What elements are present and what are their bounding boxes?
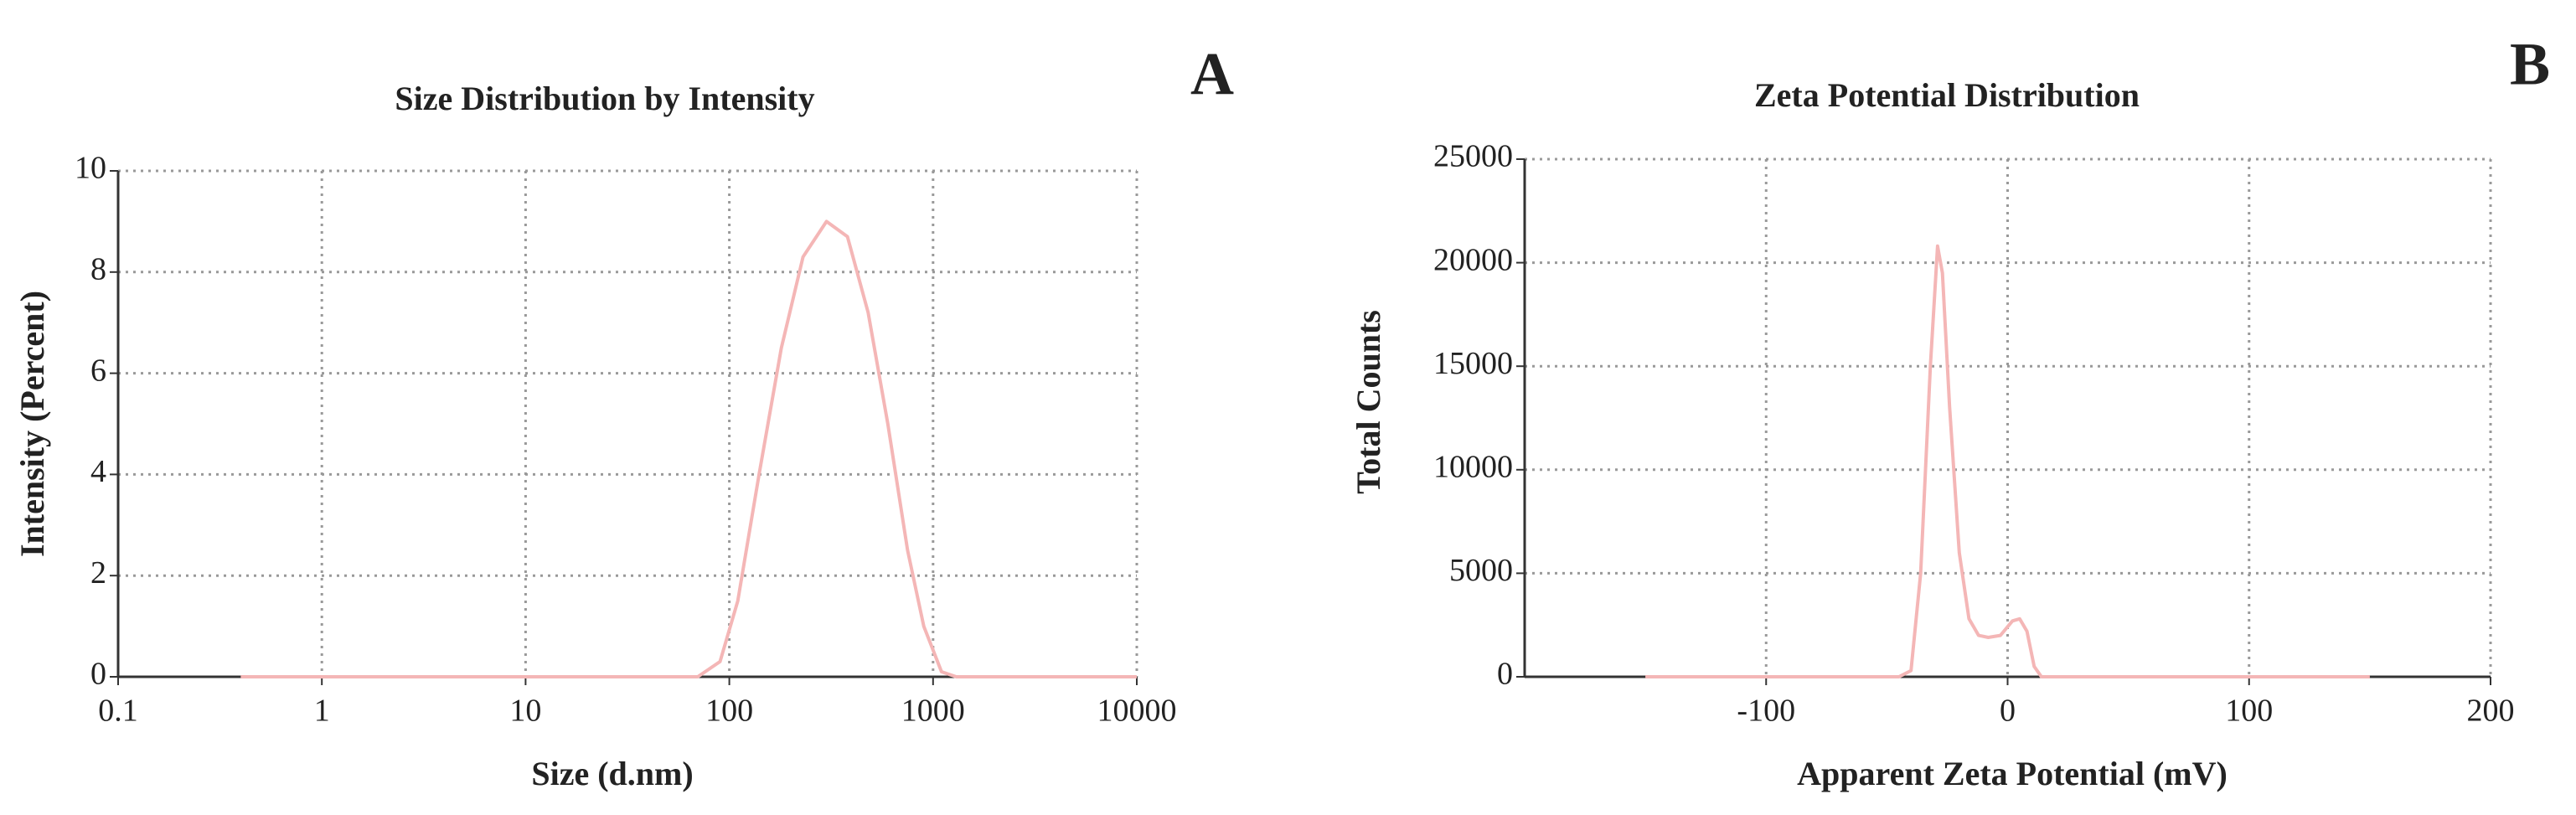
x-tick-label: 1 [314, 694, 330, 729]
y-tick-label: 10 [75, 151, 106, 186]
y-tick-label: 2 [90, 555, 106, 591]
y-tick-label: 6 [90, 353, 106, 388]
y-axis-label: Intensity (Percent) [13, 291, 51, 557]
y-tick-label: 20000 [1433, 242, 1513, 277]
chart-title: Size Distribution by Intensity [395, 80, 814, 117]
x-tick-label: 0 [2000, 694, 2016, 729]
y-tick-label: 0 [90, 657, 106, 692]
x-axis-label: Size (d.nm) [531, 755, 693, 792]
y-tick-label: 4 [90, 454, 106, 489]
x-axis-label: Apparent Zeta Potential (mV) [1797, 755, 2228, 792]
data-line [1645, 244, 2370, 678]
x-tick-label: 10000 [1097, 694, 1177, 729]
x-tick-label: 1000 [901, 694, 965, 729]
x-tick-label: -100 [1737, 694, 1795, 729]
y-tick-label: 25000 [1433, 139, 1513, 174]
y-tick-label: 5000 [1449, 553, 1513, 588]
panel-label: B [2510, 31, 2550, 98]
x-tick-label: 200 [2467, 694, 2515, 729]
panel-label: A [1190, 41, 1234, 108]
y-tick-label: 10000 [1433, 450, 1513, 485]
y-tick-label: 8 [90, 252, 106, 287]
y-tick-label: 15000 [1433, 346, 1513, 381]
x-tick-label: 0.1 [98, 694, 138, 729]
x-tick-label: 10 [509, 694, 541, 729]
x-tick-label: 100 [2225, 694, 2273, 729]
y-axis-label: Total Counts [1350, 310, 1387, 494]
chart-title: Zeta Potential Distribution [1754, 76, 2140, 114]
x-tick-label: 100 [705, 694, 753, 729]
data-line [240, 219, 1137, 678]
y-tick-label: 0 [1497, 657, 1513, 692]
